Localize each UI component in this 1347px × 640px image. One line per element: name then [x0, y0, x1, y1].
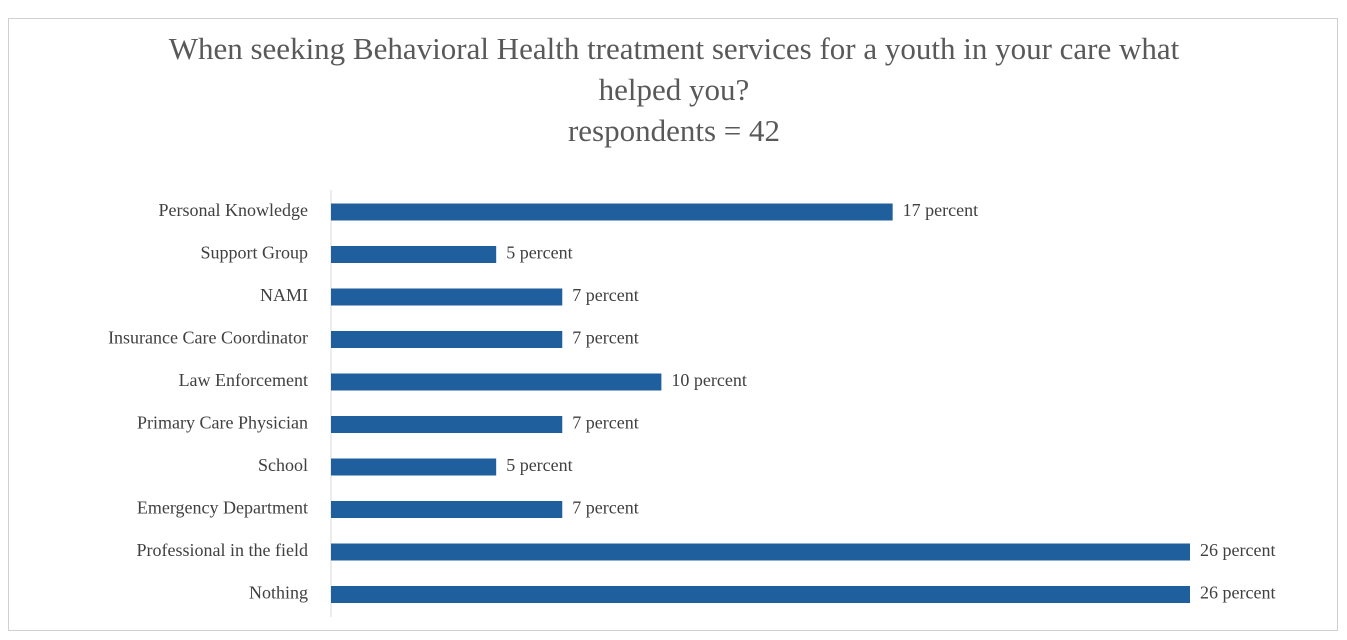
category-label: Support Group — [201, 243, 309, 263]
data-label: 26 percent — [1200, 583, 1275, 603]
data-label: 7 percent — [572, 285, 638, 305]
data-label: 7 percent — [572, 413, 638, 433]
bar — [331, 586, 1190, 603]
category-label: Law Enforcement — [179, 370, 308, 390]
data-label: 7 percent — [572, 328, 638, 348]
category-label: Nothing — [249, 583, 308, 603]
data-label: 5 percent — [506, 243, 572, 263]
bar — [331, 246, 497, 263]
category-label: NAMI — [260, 285, 308, 305]
bar — [331, 373, 662, 391]
chart-frame — [8, 18, 1338, 631]
chart-title: When seeking Behavioral Health treatment… — [168, 31, 1180, 107]
category-label: Primary Care Physician — [137, 413, 308, 433]
category-label: Emergency Department — [137, 498, 308, 518]
bar — [331, 543, 1190, 561]
bar — [331, 203, 893, 221]
category-label: Professional in the field — [137, 540, 308, 560]
data-label: 7 percent — [572, 498, 638, 518]
data-label: 17 percent — [903, 200, 978, 220]
title-block: When seeking Behavioral Health treatment… — [134, 28, 1214, 151]
category-label: Personal Knowledge — [159, 200, 308, 220]
bar — [331, 458, 497, 476]
bar — [331, 288, 563, 306]
chart-subtitle: respondents = 42 — [567, 113, 781, 148]
bar — [331, 501, 563, 518]
bar — [331, 331, 563, 348]
bar — [331, 416, 563, 433]
data-label: 10 percent — [671, 370, 746, 390]
category-label: Insurance Care Coordinator — [108, 328, 308, 348]
data-label: 5 percent — [506, 455, 572, 475]
data-label: 26 percent — [1200, 540, 1275, 560]
category-label: School — [258, 455, 308, 475]
